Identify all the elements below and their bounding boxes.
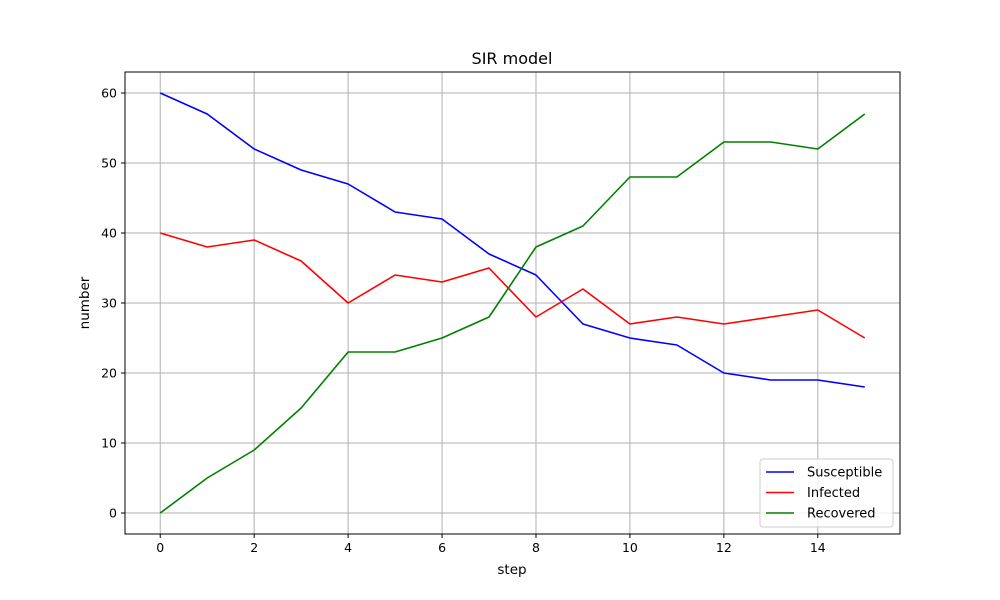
legend-box — [759, 458, 894, 528]
series-line-susceptible — [159, 92, 865, 388]
x-tick-label: 2 — [250, 540, 258, 555]
x-tick-label: 14 — [810, 540, 826, 555]
y-tick-label: 10 — [101, 436, 117, 451]
legend: Susceptible Infected Recovered — [759, 458, 894, 528]
y-tick-label: 0 — [109, 506, 117, 521]
legend-label-infected: Infected — [807, 486, 860, 501]
x-tick-label: 6 — [438, 540, 446, 555]
y-tick-label: 50 — [101, 156, 117, 171]
x-tick-label: 8 — [532, 540, 540, 555]
y-axis-label: number — [77, 276, 93, 329]
x-tick-label: 4 — [344, 540, 352, 555]
x-tick-label: 12 — [716, 540, 732, 555]
y-tick-label: 20 — [101, 366, 117, 381]
legend-label-recovered: Recovered — [807, 507, 876, 522]
series-line-infected — [160, 232, 866, 339]
x-tick-label: 10 — [622, 540, 638, 555]
legend-label-susceptible: Susceptible — [807, 466, 882, 481]
series-lines — [159, 92, 866, 514]
y-tick-label: 40 — [101, 226, 117, 241]
chart-title: SIR model — [472, 49, 553, 68]
y-tick-label: 30 — [101, 296, 117, 311]
x-axis-label: step — [497, 562, 526, 578]
axis-ticks: 0 2 4 6 8 10 12 14 0 10 20 30 40 50 60 — [101, 86, 826, 556]
grid-lines — [125, 72, 900, 534]
y-tick-label: 60 — [101, 86, 117, 101]
x-tick-label: 0 — [156, 540, 164, 555]
series-line-recovered — [159, 113, 866, 514]
